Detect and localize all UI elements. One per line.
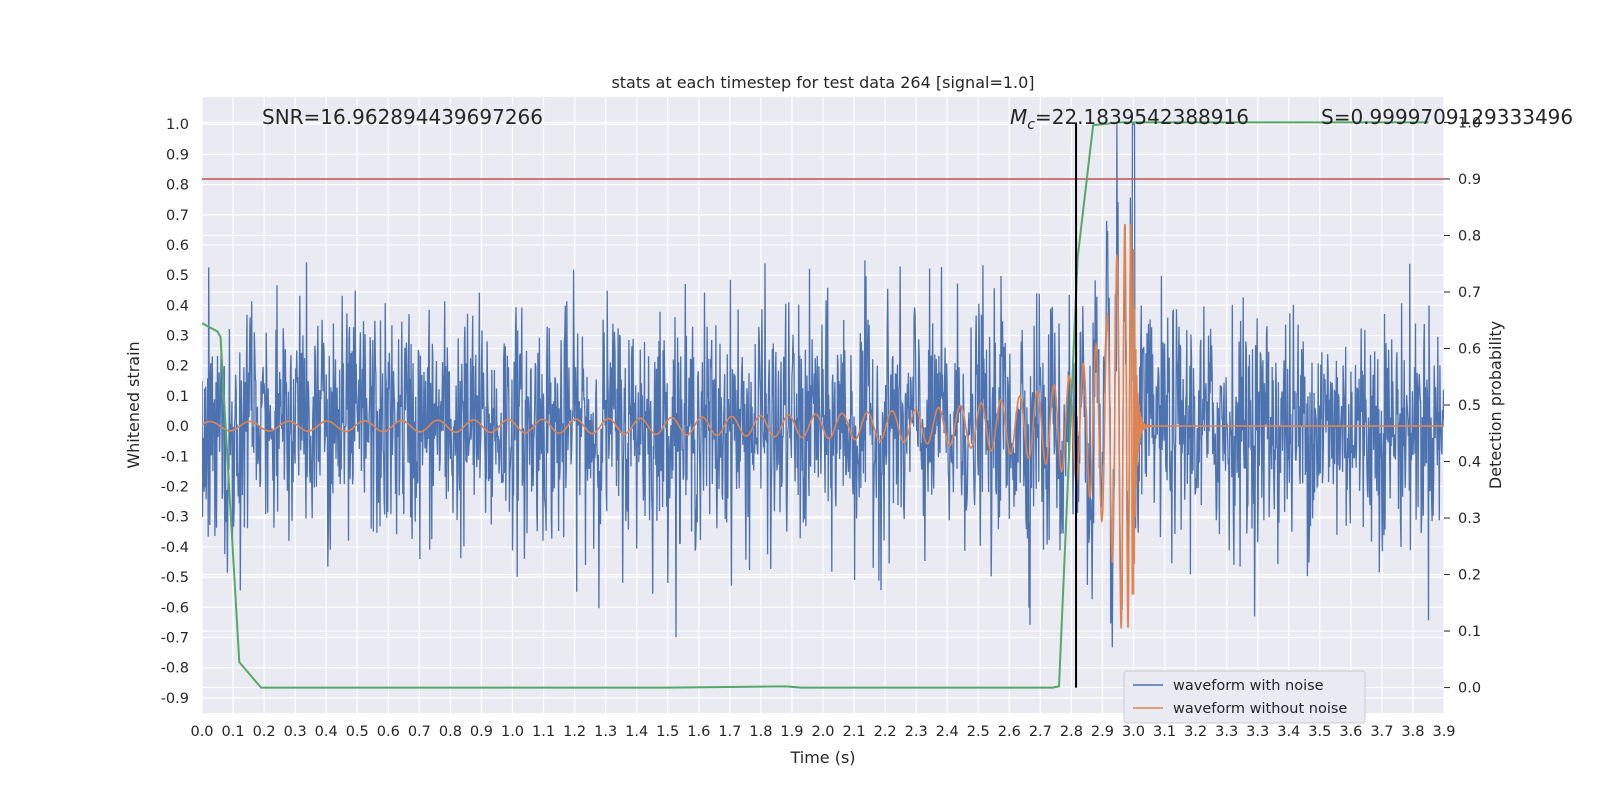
y2-tick-labels: 1.0 0.9 0.8 0.7 0.6 0.5 0.4 0.3 0.2 0.1 0.0 bbox=[1444, 115, 1481, 697]
x-tick-label: 3.9 bbox=[1432, 724, 1455, 740]
y-tick-label: 0.9 bbox=[166, 147, 189, 163]
legend-box bbox=[1123, 670, 1366, 724]
y-tick-label: 0.4 bbox=[166, 298, 189, 314]
y-tick-label: -0.8 bbox=[161, 661, 189, 677]
y-tick-label: -0.2 bbox=[161, 480, 189, 496]
x-tick-label: 3.3 bbox=[1246, 724, 1269, 740]
y2-tick-label: 0.6 bbox=[1458, 341, 1481, 357]
x-tick-label: 1.6 bbox=[687, 724, 710, 740]
x-tick-label: 1.5 bbox=[656, 724, 679, 740]
x-tick-label: 3.1 bbox=[1153, 724, 1176, 740]
x-tick-label: 3.5 bbox=[1308, 724, 1331, 740]
y2-tick-label: 0.7 bbox=[1458, 285, 1481, 301]
score-annotation: S=0.9999709129333496 bbox=[1321, 105, 1573, 129]
series-line-waveform-with-noise bbox=[202, 123, 1444, 648]
y-tick-label: -0.5 bbox=[161, 570, 189, 586]
y2-tick-label: 1.0 bbox=[1458, 115, 1481, 131]
x-tick-label: 0.9 bbox=[470, 724, 493, 740]
chirp-mass-annotation: Mc=22.1839542388916 bbox=[1010, 105, 1249, 133]
x-tick-label: 3.2 bbox=[1184, 724, 1207, 740]
y-tick-labels: 1.0 0.9 0.8 0.7 0.6 0.5 0.4 0.3 0.2 0.1 0.0 -0.1 -0.… bbox=[161, 117, 189, 707]
x-tick-label: 0.6 bbox=[377, 724, 400, 740]
x-tick-label: 0.4 bbox=[315, 724, 338, 740]
x-tick-label: 2.0 bbox=[811, 724, 834, 740]
chirp-mass-subscript: c bbox=[1027, 117, 1035, 133]
y2-tick-label: 0.5 bbox=[1458, 398, 1481, 414]
x-tick-label: 3.8 bbox=[1401, 724, 1424, 740]
x-tick-label: 0.7 bbox=[408, 724, 431, 740]
x-tick-label: 2.1 bbox=[843, 724, 866, 740]
y-tick-label: 0.2 bbox=[166, 359, 189, 375]
legend: waveform with noise waveform without noi… bbox=[1123, 670, 1366, 724]
x-tick-label: 1.2 bbox=[563, 724, 586, 740]
x-tick-label: 3.6 bbox=[1339, 724, 1362, 740]
legend-label-noise: waveform with noise bbox=[1173, 678, 1324, 694]
chirp-mass-value: =22.1839542388916 bbox=[1035, 105, 1249, 129]
x-tick-label: 3.7 bbox=[1370, 724, 1393, 740]
x-tick-label: 2.6 bbox=[998, 724, 1021, 740]
y2-tick-label: 0.3 bbox=[1458, 511, 1481, 527]
x-tick-label: 1.0 bbox=[501, 724, 524, 740]
y-tick-label: -0.6 bbox=[161, 600, 189, 616]
series-line-waveform-without-noise bbox=[202, 223, 1444, 629]
y2-tick-label: 0.0 bbox=[1458, 681, 1481, 697]
y-tick-label: 1.0 bbox=[166, 117, 189, 133]
x-tick-label: 0.1 bbox=[222, 724, 245, 740]
chart-title: stats at each timestep for test data 264… bbox=[611, 73, 1034, 92]
x-tick-label: 2.9 bbox=[1091, 724, 1114, 740]
x-tick-label: 0.2 bbox=[253, 724, 276, 740]
y2-tick-label: 0.4 bbox=[1458, 455, 1481, 471]
x-tick-label: 0.0 bbox=[190, 724, 213, 740]
x-tick-label: 2.3 bbox=[905, 724, 928, 740]
y-tick-label: -0.1 bbox=[161, 449, 189, 465]
series-line-detection-probability bbox=[202, 121, 1429, 689]
y-tick-label: 0.7 bbox=[166, 208, 189, 224]
x-tick-label: 0.3 bbox=[284, 724, 307, 740]
y-tick-label: -0.7 bbox=[161, 631, 189, 647]
x-tick-label: 2.5 bbox=[967, 724, 990, 740]
y-axis-label: Whitened strain bbox=[124, 341, 143, 468]
x-tick-label: 1.8 bbox=[749, 724, 772, 740]
x-tick-label: 3.3 bbox=[1215, 724, 1238, 740]
y-tick-label: 0.6 bbox=[166, 238, 189, 254]
series-layer bbox=[202, 121, 1444, 689]
y2-tick-label: 0.8 bbox=[1458, 228, 1481, 244]
legend-label-clean: waveform without noise bbox=[1173, 701, 1347, 717]
x-tick-label: 0.5 bbox=[346, 724, 369, 740]
x-tick-label: 1.3 bbox=[594, 724, 617, 740]
y-tick-label: -0.4 bbox=[161, 540, 189, 556]
y-tick-label: -0.9 bbox=[161, 691, 189, 707]
x-tick-label: 2.4 bbox=[936, 724, 959, 740]
y-tick-label: 0.0 bbox=[166, 419, 189, 435]
y2-tick-label: 0.9 bbox=[1458, 172, 1481, 188]
x-tick-label: 2.8 bbox=[1060, 724, 1083, 740]
x-tick-label: 1.1 bbox=[532, 724, 555, 740]
x-tick-label: 1.9 bbox=[780, 724, 803, 740]
y2-tick-label: 0.1 bbox=[1458, 624, 1481, 640]
snr-annotation: SNR=16.962894439697266 bbox=[262, 105, 543, 129]
x-tick-label: 3.0 bbox=[1122, 724, 1145, 740]
y2-tick-label: 0.2 bbox=[1458, 568, 1481, 584]
x-axis-label: Time (s) bbox=[789, 748, 855, 767]
x-tick-labels: 0.0 0.1 0.2 0.3 0.4 0.5 0.6 0.7 0.8 0.9 1.0 1.1 1.2 1… bbox=[190, 724, 1455, 740]
y-tick-label: 0.1 bbox=[166, 389, 189, 405]
chirp-mass-symbol: M bbox=[1010, 105, 1027, 129]
x-tick-label: 3.4 bbox=[1277, 724, 1300, 740]
y-tick-label: 0.3 bbox=[166, 329, 189, 345]
y2-axis-label: Detection probability bbox=[1486, 321, 1505, 489]
x-tick-label: 0.8 bbox=[439, 724, 462, 740]
x-tick-label: 2.2 bbox=[874, 724, 897, 740]
y-tick-label: -0.3 bbox=[161, 510, 189, 526]
y-tick-label: 0.8 bbox=[166, 178, 189, 194]
x-tick-label: 1.7 bbox=[718, 724, 741, 740]
y-tick-label: 0.5 bbox=[166, 268, 189, 284]
x-tick-label: 2.7 bbox=[1029, 724, 1052, 740]
x-tick-label: 1.4 bbox=[625, 724, 648, 740]
